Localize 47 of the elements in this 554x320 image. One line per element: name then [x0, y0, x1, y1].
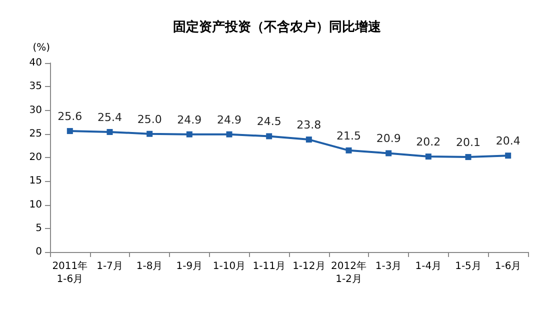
data-label: 20.4 [496, 134, 520, 148]
y-tick-label: 10 [29, 199, 42, 210]
point [66, 128, 73, 134]
y-tick-label: 30 [29, 104, 42, 116]
x-tick-label: 2012年 1-2月 [331, 260, 366, 285]
x-tick-label: 1-10月 [212, 261, 246, 272]
chart-title: 固定资产投资（不含农户）同比增速 [173, 19, 382, 35]
x-tick-label: 1-6月 [494, 261, 522, 272]
x-tick-label: 1-7月 [96, 261, 123, 272]
x-tick-label: 1-3月 [375, 261, 402, 272]
y-tick-label: 15 [29, 176, 42, 187]
point [106, 128, 113, 135]
point [505, 152, 512, 159]
point [266, 133, 272, 140]
data-label: 25.0 [137, 112, 162, 126]
x-tick-label: 1-11月 [252, 261, 286, 272]
point [465, 154, 472, 160]
data-label: 20.9 [376, 132, 401, 146]
data-label: 24.9 [177, 113, 202, 126]
x-tick-label: 1-5月 [455, 261, 482, 272]
data-label: 24.9 [217, 113, 242, 126]
point [386, 150, 392, 156]
point [226, 131, 232, 138]
point [186, 131, 192, 138]
y-tick-label: 40 [29, 58, 42, 68]
x-tick-label: 1-9月 [176, 261, 203, 272]
data-label: 20.1 [456, 136, 480, 150]
point [346, 147, 352, 154]
y-tick-label: 35 [29, 81, 42, 92]
data-label: 20.2 [416, 136, 441, 149]
point [146, 130, 153, 137]
y-axis-title: (%) [32, 42, 50, 54]
y-tick-label: 25 [29, 128, 42, 140]
x-tick-label: 2011年 1-6月 [52, 260, 88, 285]
data-label: 25.6 [58, 110, 82, 124]
y-tick-label: 0 [36, 246, 42, 258]
data-label: 24.5 [256, 115, 282, 128]
data-label: 21.5 [336, 129, 361, 142]
data-label: 25.4 [98, 110, 122, 124]
y-tick-label: 20 [29, 152, 42, 163]
x-tick-label: 1-12月 [292, 261, 326, 272]
point [306, 136, 312, 143]
data-label: 23.8 [296, 118, 322, 132]
point [425, 154, 432, 160]
y-tick-label: 5 [36, 222, 42, 234]
x-tick-label: 1-4月 [415, 261, 442, 272]
x-tick-label: 1-8月 [136, 261, 163, 272]
